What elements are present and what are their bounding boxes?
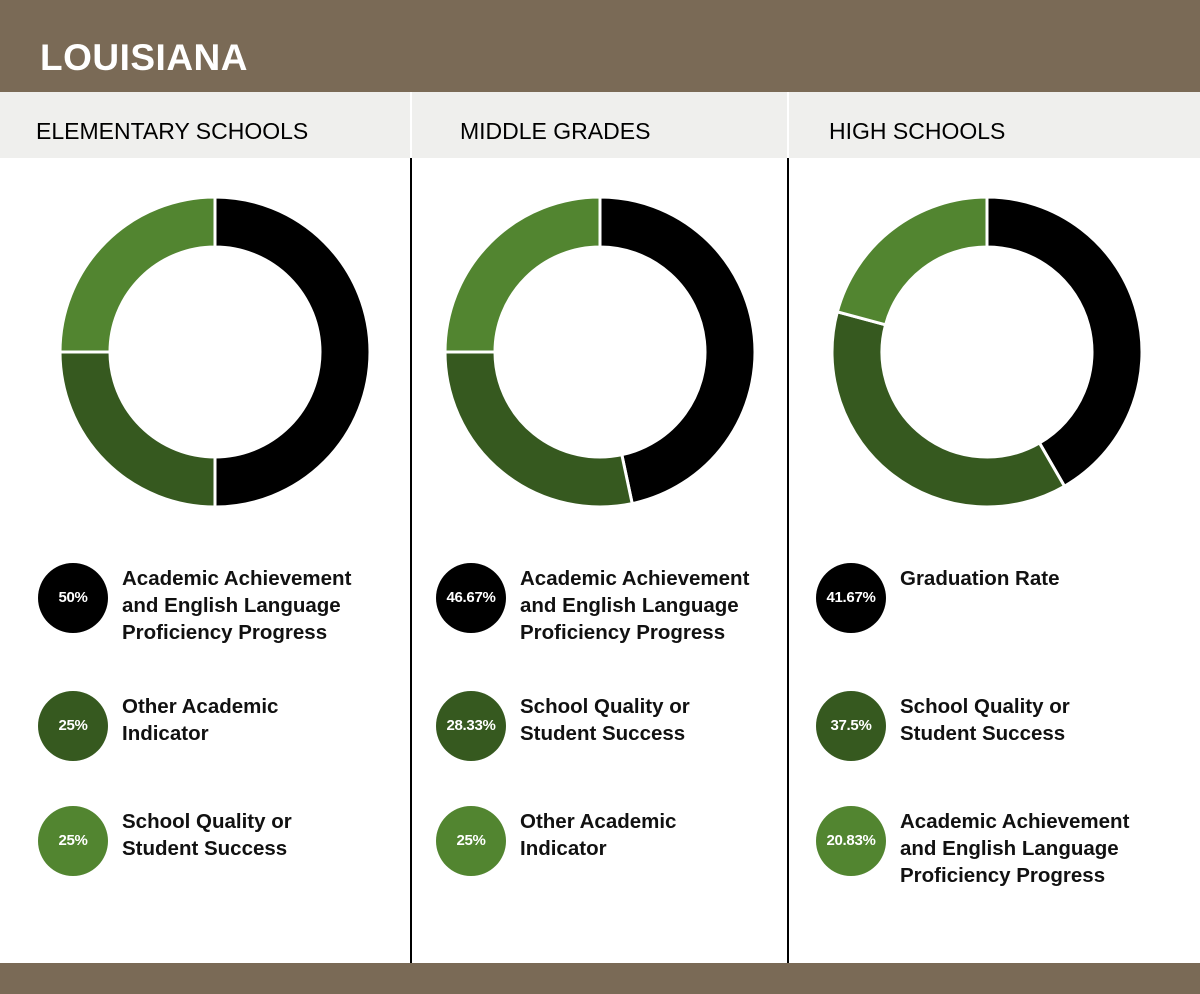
legend-swatch: 50% [38,563,108,633]
legend-label: School Quality or Student Success [900,695,1070,745]
column-divider-gap [410,92,412,158]
donut-slice [598,195,757,506]
donut-slice [58,195,217,354]
legend-label: Graduation Rate [900,567,1060,590]
donut-chart [830,195,1144,509]
column-divider [787,92,789,963]
legend-label: Other Academic Indicator [520,810,677,860]
header-bar: LOUISIANA [0,0,1200,92]
footer-bar [0,963,1200,994]
donut-slice [830,310,1067,509]
legend-swatch: 37.5% [816,691,886,761]
column-header-band [0,92,1200,158]
donut-slice [58,350,217,509]
donut-chart [443,195,757,509]
column-divider [410,92,412,963]
chart-column-high: HIGH SCHOOLS 41.67% Graduation Rate 37.5… [789,92,1200,963]
column-divider-gap [787,92,789,158]
chart-column-middle: MIDDLE GRADES 46.67% Academic Achievemen… [412,92,787,963]
legend-swatch: 25% [38,806,108,876]
legend-swatch: 28.33% [436,691,506,761]
legend-swatch: 25% [436,806,506,876]
donut-slice [213,195,372,509]
donut-slice [443,350,634,509]
chart-title: MIDDLE GRADES [460,118,651,144]
legend-swatch: 46.67% [436,563,506,633]
chart-column-elementary: ELEMENTARY SCHOOLS 50% Academic Achievem… [0,92,410,963]
legend-swatch: 20.83% [816,806,886,876]
legend-label: Academic Achievement and English Languag… [900,810,1130,887]
page-title: LOUISIANA [40,37,248,78]
donut-slice [985,195,1144,489]
donut-slice [835,195,989,327]
chart-title: ELEMENTARY SCHOOLS [36,118,309,144]
legend-label: Academic Achievement and English Languag… [122,567,352,644]
legend-swatch: 25% [38,691,108,761]
donut-slice [443,195,602,354]
legend-label: School Quality or Student Success [520,695,690,745]
legend-swatch: 41.67% [816,563,886,633]
chart-title: HIGH SCHOOLS [829,118,1006,144]
legend-label: Academic Achievement and English Languag… [520,567,750,644]
legend-label: School Quality or Student Success [122,810,292,860]
legend-label: Other Academic Indicator [122,695,279,745]
donut-chart [58,195,372,509]
